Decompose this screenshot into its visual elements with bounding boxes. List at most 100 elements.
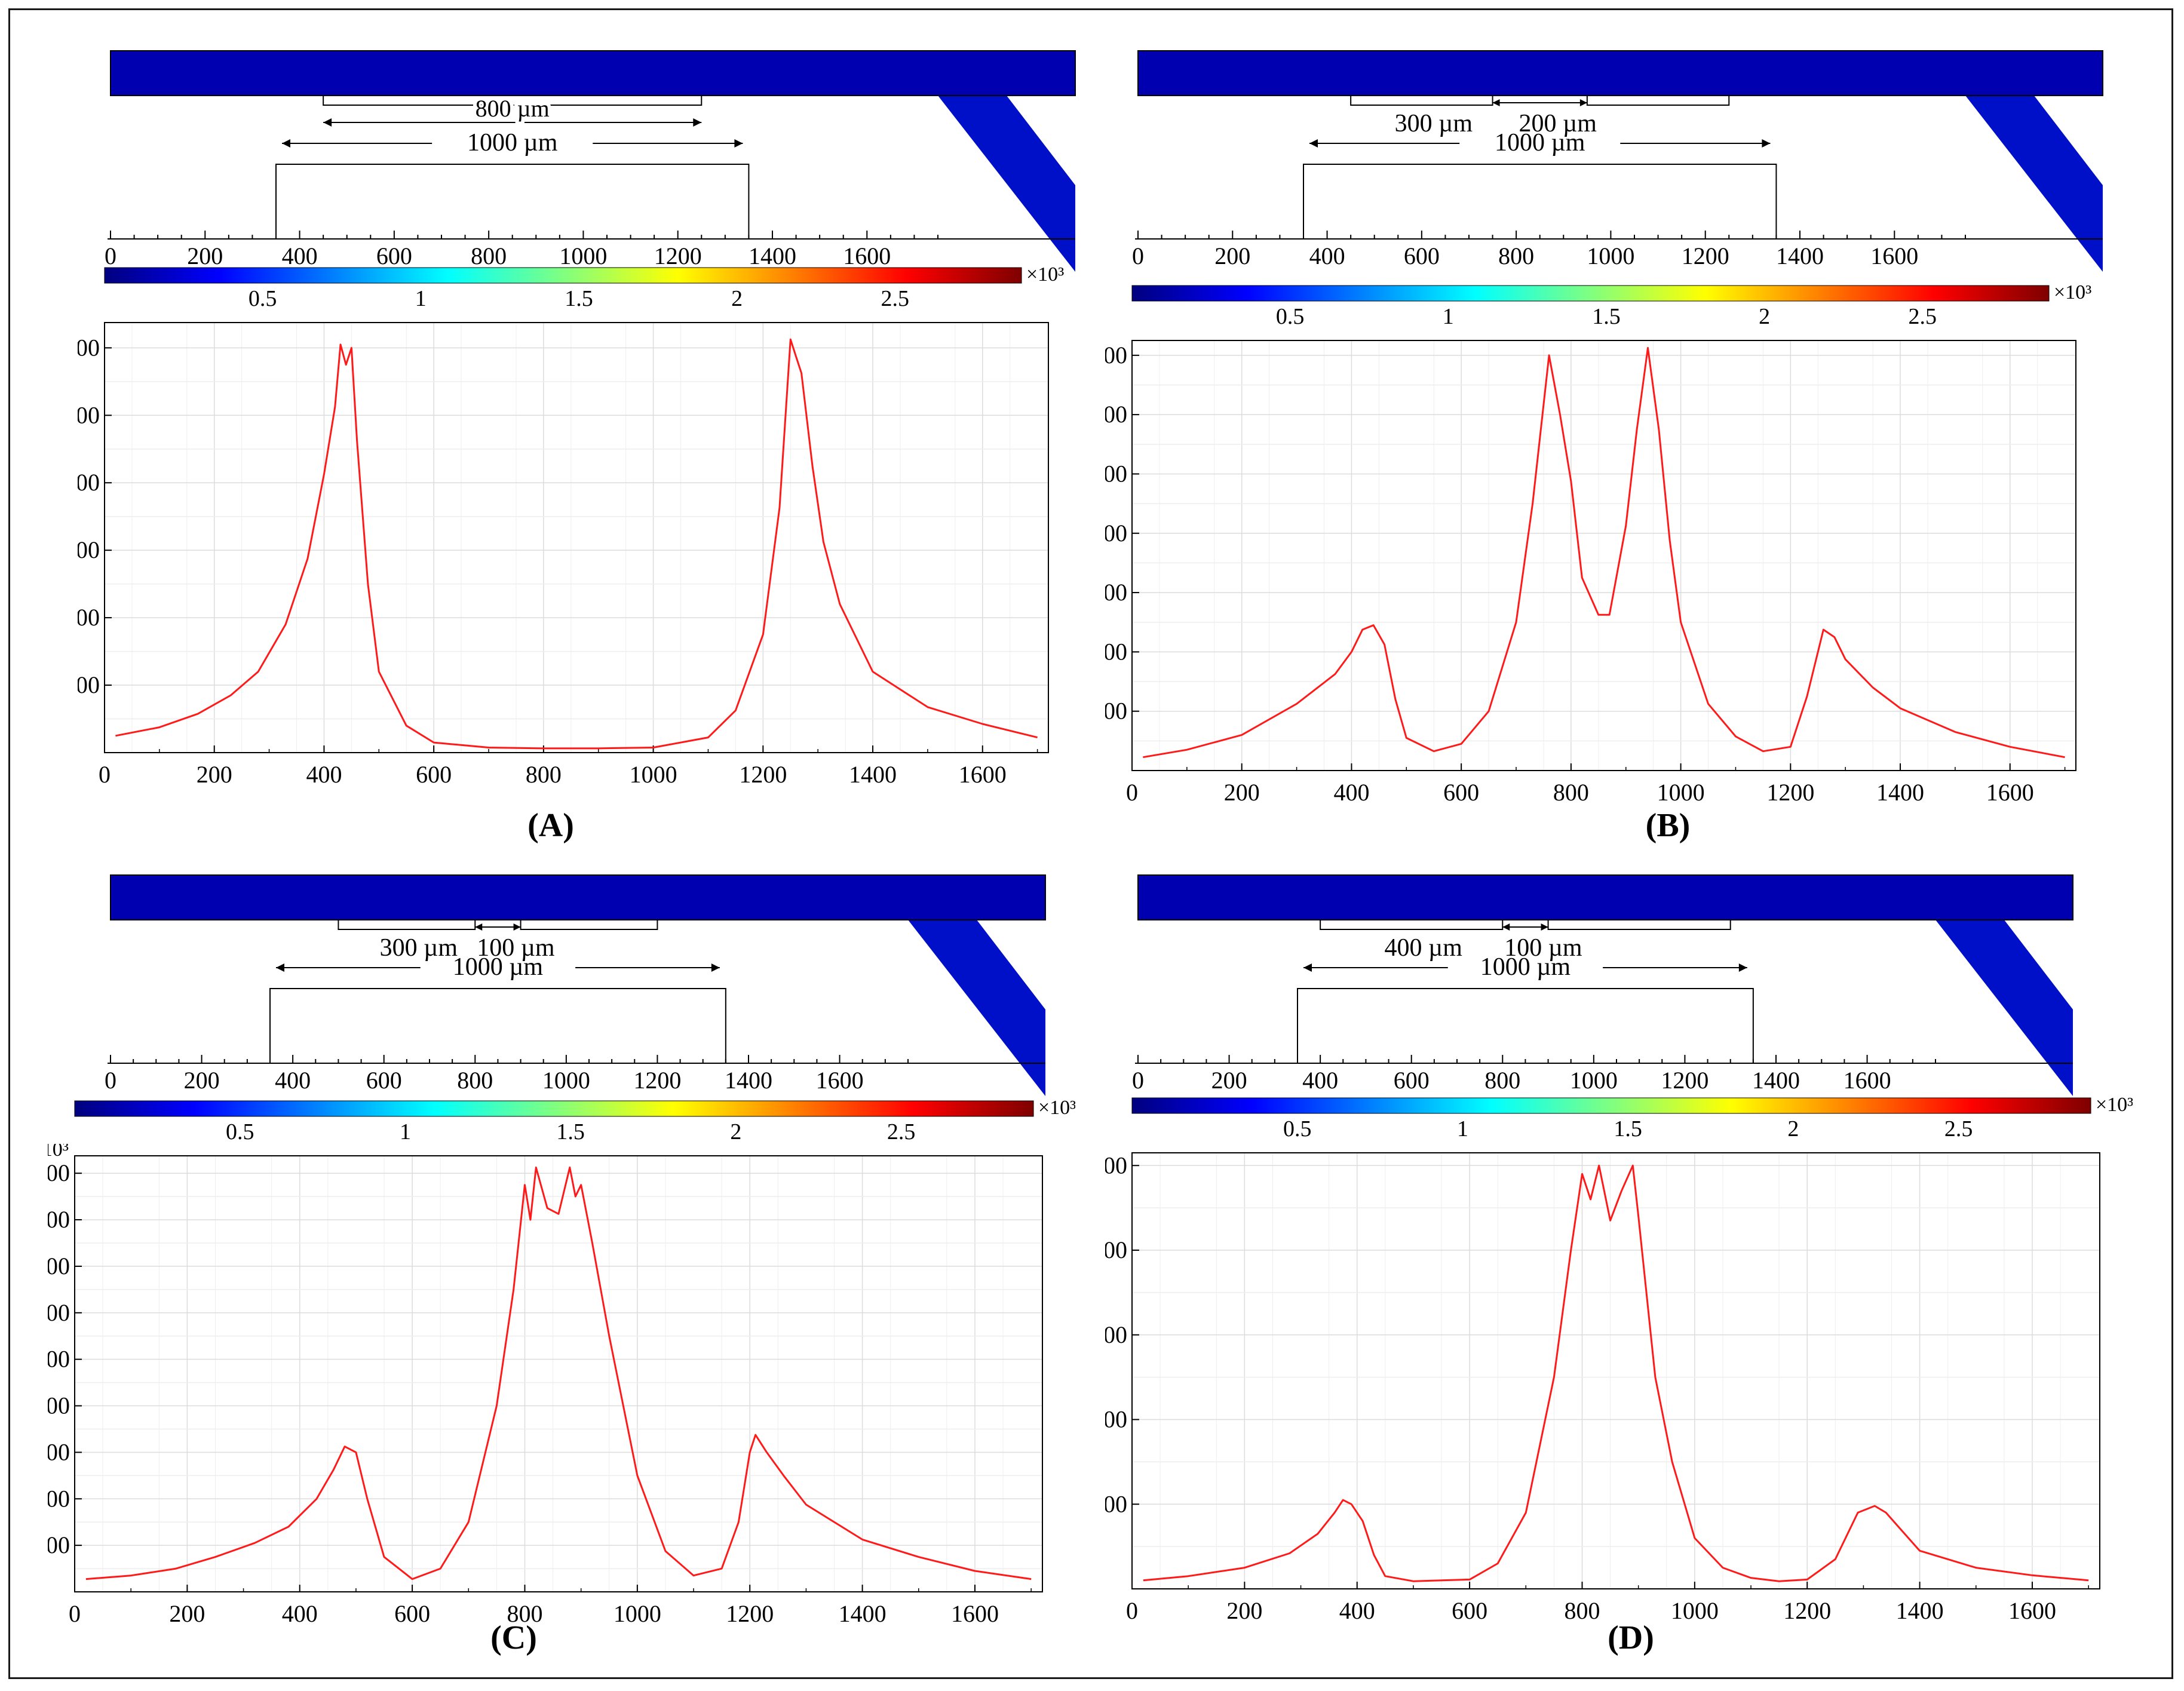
x-tick-label: 800 bbox=[1564, 1597, 1600, 1624]
x-tick-label: 600 bbox=[1452, 1597, 1487, 1624]
x-tick-label: 1200 bbox=[1766, 779, 1814, 806]
schematic-tick-label: 400 bbox=[1302, 1067, 1338, 1094]
x-tick-label: 400 bbox=[1339, 1597, 1375, 1624]
chart-exponent: ×10³ bbox=[48, 1144, 69, 1161]
hotspot bbox=[572, 875, 752, 920]
colorbar-tick-label: 1.5 bbox=[1592, 304, 1621, 329]
schematic-tick-label: 600 bbox=[1394, 1067, 1430, 1094]
colorbar-exponent: ×10³ bbox=[1038, 1097, 1075, 1119]
x-tick-label: 1200 bbox=[739, 761, 787, 788]
electrode-bracket bbox=[1350, 96, 1493, 106]
plot-frame bbox=[74, 1155, 1043, 1592]
y-tick-label: 400 bbox=[48, 1532, 70, 1558]
colorbar-tick-label: 1 bbox=[400, 1119, 411, 1144]
electrode-bracket bbox=[323, 96, 703, 106]
hotspot bbox=[612, 51, 792, 96]
colorbar-exponent: ×10³ bbox=[2054, 281, 2091, 303]
schematic-tick-label: 800 bbox=[1484, 1067, 1520, 1094]
channel-schematic: 800 µm 1000 µm 0 200 400 600 800 1000 1200 1400 16… bbox=[105, 50, 1076, 272]
y-tick-label: 5000 bbox=[1105, 1152, 1127, 1179]
span-bracket bbox=[1297, 988, 1754, 1063]
y-tick-label: 2000 bbox=[78, 401, 100, 428]
x-tick-label: 800 bbox=[1553, 779, 1589, 806]
colorbar-tick-label: 2 bbox=[731, 286, 743, 311]
colorbar-tick-label: 1.5 bbox=[1614, 1116, 1642, 1141]
y-tick-label: 1200 bbox=[1105, 579, 1127, 606]
hotspot bbox=[1659, 875, 1839, 920]
electrode-bracket bbox=[1320, 920, 1504, 930]
x-tick-label: 1200 bbox=[1783, 1597, 1831, 1624]
schematic-tick-label: 400 bbox=[1309, 243, 1345, 269]
colorbar-tick-label: 0.5 bbox=[1276, 304, 1305, 329]
y-tick-label: 2000 bbox=[1105, 460, 1127, 487]
y-tick-label: 2400 bbox=[1105, 401, 1127, 428]
gap-label: 300 µm bbox=[380, 934, 458, 962]
line-chart: 0 200 400 600 800 1000 1200 1400 1600 400 800 1200 1… bbox=[1105, 340, 2076, 806]
line-chart: 0 200 400 600 800 1000 1200 1400 1600 400 800 1200 1… bbox=[78, 322, 1049, 788]
colorbar-tick-label: 0.5 bbox=[226, 1119, 254, 1144]
schematic-tick-label: 1400 bbox=[725, 1067, 772, 1094]
gap-label: 300 µm bbox=[1395, 110, 1473, 137]
hotspot bbox=[1208, 875, 1387, 920]
y-tick-label: 800 bbox=[48, 1485, 70, 1512]
panel-b: 300 µm 200 µm 1000 µm 0 200 400 600 800 1000 1200… bbox=[1105, 36, 2109, 848]
span-bracket bbox=[269, 988, 726, 1063]
schematic-tick-label: 1400 bbox=[1752, 1067, 1800, 1094]
y-tick-label: 1200 bbox=[78, 536, 100, 563]
x-tick-label: 400 bbox=[282, 1600, 318, 1627]
x-tick-label: 1400 bbox=[849, 761, 897, 788]
schematic-tick-label: 200 bbox=[187, 243, 223, 269]
span-label: 1000 µm bbox=[1495, 129, 1585, 156]
schematic-tick-label: 1600 bbox=[1843, 1067, 1891, 1094]
y-tick-label: 1000 bbox=[1105, 1490, 1127, 1517]
y-tick-label: 800 bbox=[78, 604, 100, 631]
panel-c: 300 µm 100 µm 1000 µm 0 200 400 600 800 1000 1200… bbox=[48, 860, 1075, 1672]
y-tick-label: 2800 bbox=[48, 1253, 70, 1279]
x-tick-label: 0 bbox=[1126, 779, 1138, 806]
span-bracket bbox=[1303, 164, 1777, 239]
y-tick-label: 400 bbox=[1105, 698, 1127, 725]
schematic-tick-label: 1200 bbox=[633, 1067, 681, 1094]
schematic-tick-label: 400 bbox=[275, 1067, 311, 1094]
x-tick-label: 1600 bbox=[959, 761, 1007, 788]
schematic-tick-label: 0 bbox=[105, 243, 116, 269]
colorbar-gradient bbox=[104, 267, 1022, 284]
series-line bbox=[115, 338, 1038, 750]
colorbar-tick-label: 0.5 bbox=[249, 286, 277, 311]
x-tick-label: 200 bbox=[169, 1600, 205, 1627]
electrode-bracket bbox=[338, 920, 476, 930]
outlet-channel bbox=[908, 920, 1045, 1096]
schematic-tick-label: 800 bbox=[457, 1067, 493, 1094]
schematic-tick-label: 1600 bbox=[816, 1067, 864, 1094]
x-tick-label: 0 bbox=[69, 1600, 81, 1627]
schematic-tick-label: 1400 bbox=[749, 243, 796, 269]
line-chart: 0 200 400 600 800 1000 1200 1400 1600 400 800 1200 1… bbox=[48, 1144, 1043, 1627]
colorbar-tick-label: 0.5 bbox=[1283, 1116, 1312, 1141]
colorbar-tick-label: 1.5 bbox=[565, 286, 593, 311]
hotspot bbox=[224, 51, 404, 96]
gap-label: 100 µm bbox=[1504, 934, 1582, 962]
schematic-tick-label: 0 bbox=[1132, 1067, 1144, 1094]
hotspot bbox=[1644, 51, 1824, 96]
colorbar-exponent: ×10³ bbox=[1026, 263, 1064, 286]
hotspot bbox=[1492, 51, 1672, 96]
electrode-bracket bbox=[1586, 96, 1730, 106]
outlet-channel bbox=[1965, 96, 2103, 272]
x-tick-label: 0 bbox=[99, 761, 111, 788]
x-tick-label: 1600 bbox=[951, 1600, 999, 1627]
hotspot bbox=[1394, 875, 1657, 920]
span-label: 1000 µm bbox=[453, 953, 544, 981]
y-tick-label: 2000 bbox=[1105, 1406, 1127, 1433]
colorbar-tick-label: 2 bbox=[1759, 304, 1770, 329]
gap-label: 100 µm bbox=[477, 934, 555, 962]
schematic-tick-label: 0 bbox=[1132, 243, 1144, 269]
gap-label: 400 µm bbox=[1385, 934, 1463, 962]
colorbar: 0.5 1 1.5 2 2.5 ×10³ bbox=[74, 1097, 1075, 1144]
schematic-tick-label: 1000 bbox=[1587, 243, 1634, 269]
colorbar-gradient bbox=[1131, 1097, 2091, 1114]
span-bracket bbox=[275, 164, 750, 239]
schematic-tick-label: 1200 bbox=[1661, 1067, 1708, 1094]
y-tick-label: 1600 bbox=[78, 469, 100, 496]
colorbar-exponent: ×10³ bbox=[2096, 1094, 2133, 1116]
